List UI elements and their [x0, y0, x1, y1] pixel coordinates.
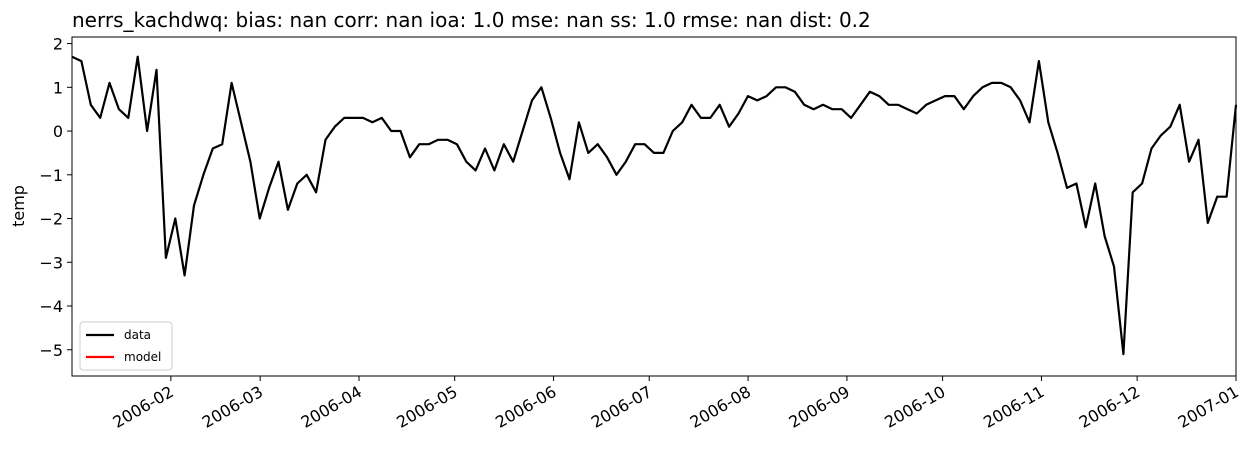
y-tick-label: 2 — [53, 35, 63, 54]
x-tick-label: 2006-11 — [980, 382, 1047, 432]
legend-label: model — [124, 350, 161, 364]
x-tick-label: 2006-07 — [588, 382, 655, 432]
y-axis-label: temp — [9, 185, 28, 227]
x-tick-label: 2007-01 — [1175, 382, 1242, 432]
data-line — [71, 55, 1238, 356]
x-tick-label: 2006-08 — [687, 382, 754, 432]
y-tick-label: −1 — [39, 166, 63, 185]
y-tick-label: −4 — [39, 297, 63, 316]
x-tick-label: 2006-02 — [109, 382, 176, 432]
y-tick-label: −3 — [39, 253, 63, 272]
y-tick-label: 0 — [53, 122, 63, 141]
plot-frame — [71, 36, 1237, 377]
chart-title: nerrs_kachdwq: bias: nan corr: nan ioa: … — [72, 8, 871, 32]
x-tick-label: 2006-12 — [1076, 382, 1143, 432]
x-tick-label: 2006-10 — [881, 382, 948, 432]
x-tick-label: 2006-05 — [393, 382, 460, 432]
y-tick-label: −5 — [39, 341, 63, 360]
legend-label: data — [124, 328, 151, 342]
x-tick-label: 2006-09 — [786, 382, 853, 432]
x-tick-label: 2006-04 — [298, 382, 365, 432]
y-tick-label: −2 — [39, 210, 63, 229]
x-tick-label: 2006-03 — [199, 382, 266, 432]
y-tick-label: 1 — [53, 78, 63, 97]
x-tick-label: 2006-06 — [492, 382, 559, 432]
